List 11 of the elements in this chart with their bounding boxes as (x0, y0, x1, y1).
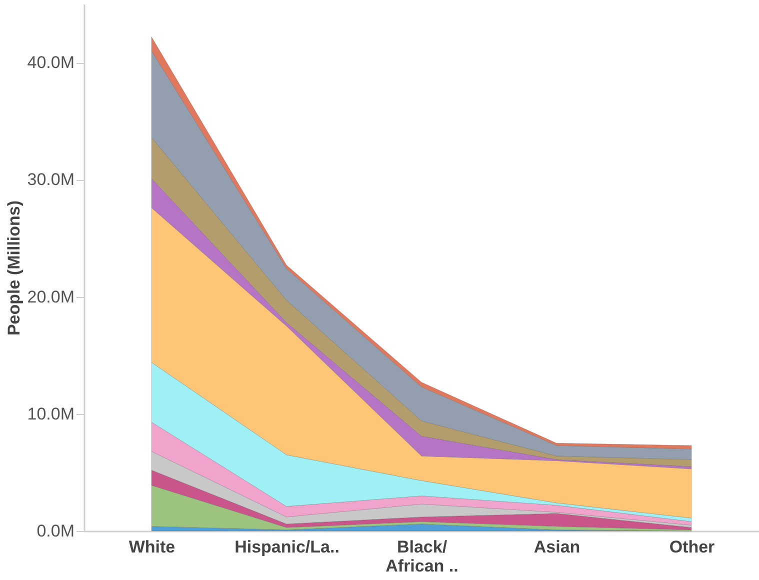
y-tick-label: 30.0M (27, 170, 74, 190)
y-axis-title: People (Millions) (4, 200, 24, 336)
y-tick-label: 40.0M (27, 53, 74, 72)
y-tick-label: 0.0M (36, 522, 74, 540)
x-tick-label: Asian (534, 538, 580, 556)
x-tick-label: White (128, 538, 176, 556)
y-tick-label: 20.0M (27, 287, 74, 306)
x-tick-label: Hispanic/La.. (234, 538, 340, 556)
x-tick-label: Other (669, 538, 716, 556)
y-tick-label: 10.0M (27, 404, 74, 424)
x-tick-label: Black/ African .. (386, 538, 458, 576)
